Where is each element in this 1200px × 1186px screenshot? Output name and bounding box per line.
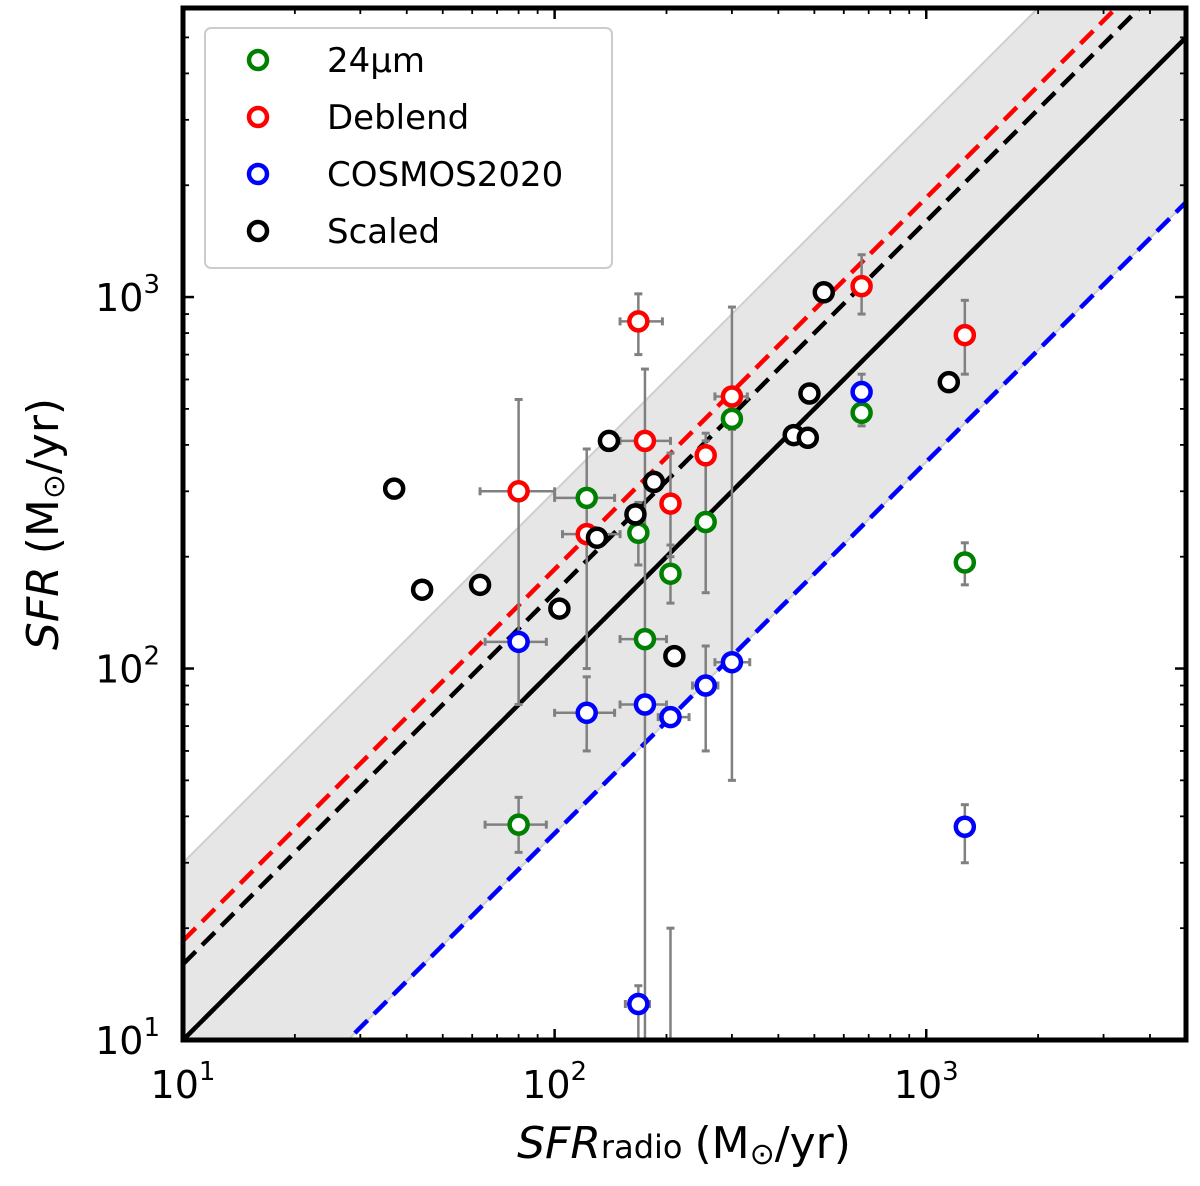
data-point: [953, 551, 977, 574]
data-point: [642, 470, 666, 494]
plot-frame: [180, 5, 1189, 1043]
data-point: [953, 323, 977, 347]
data-point: [627, 310, 650, 333]
legend-label: Scaled: [327, 212, 440, 252]
data-point: [720, 650, 744, 674]
y-axis-main: SFR: [18, 566, 69, 650]
fit-line: [183, 8, 1143, 966]
data-point: [410, 578, 434, 601]
data-point: [798, 382, 821, 405]
y-axis-unit-end: /yr): [18, 398, 69, 474]
data-point: [694, 510, 717, 534]
data-point: [850, 380, 873, 404]
data-point: [507, 813, 530, 836]
legend: 24µm Deblend COSMOS2020 Scaled: [204, 27, 613, 269]
x-axis-title: SFRradio (M⊙/yr): [517, 1118, 851, 1172]
data-point: [633, 693, 657, 716]
data-point: [663, 644, 686, 668]
data-point: [548, 597, 571, 620]
legend-box: [204, 27, 613, 269]
data-point: [659, 492, 682, 515]
data-point: [627, 521, 650, 545]
data-point: [720, 407, 744, 431]
y-tick-label: 103: [95, 270, 160, 320]
y-axis-sun: ⊙: [37, 474, 72, 499]
data-point: [575, 486, 598, 510]
data-point: [850, 401, 873, 425]
legend-marker: [246, 105, 270, 129]
y-tick-label: 101: [95, 1013, 160, 1063]
y-axis-unit: (M: [18, 499, 69, 554]
x-axis-main: SFR: [517, 1118, 601, 1169]
x-axis-unit: (M: [694, 1118, 749, 1169]
legend-marker: [246, 219, 270, 243]
data-point: [720, 385, 744, 408]
legend-marker: [246, 162, 270, 186]
x-tick-label: 101: [151, 1057, 216, 1107]
axis-ticks: 101 102 103 101 102 103: [95, 7, 1187, 1107]
data-point: [507, 630, 530, 654]
data-point: [575, 701, 598, 725]
data-point: [633, 627, 657, 651]
data-point: [812, 281, 836, 304]
legend-marker: [246, 48, 270, 72]
legend-label: 24µm: [327, 41, 425, 81]
fit-line: [344, 200, 1186, 1040]
data-point: [507, 480, 530, 503]
x-tick-label: 103: [894, 1057, 959, 1107]
data-point: [633, 429, 657, 453]
scatter-band: [183, 8, 1186, 1040]
data-point: [850, 274, 873, 298]
x-axis-sub: radio: [601, 1128, 683, 1166]
data-point: [953, 815, 977, 839]
data-point: [659, 562, 682, 585]
data-point: [937, 370, 961, 394]
one-to-one-line: [183, 35, 1186, 1040]
data-point: [694, 674, 717, 697]
data-points: [382, 274, 977, 1016]
y-axis-title: SFR (M⊙/yr): [18, 398, 72, 650]
data-point: [624, 503, 647, 526]
y-tick-label: 102: [95, 642, 160, 692]
data-point: [694, 444, 717, 467]
legend-label: COSMOS2020: [327, 155, 563, 195]
data-point: [585, 526, 609, 549]
data-point: [796, 426, 820, 450]
fit-line: [183, 8, 1120, 943]
data-point: [627, 992, 650, 1016]
legend-label: Deblend: [327, 98, 469, 138]
data-point: [468, 573, 492, 597]
x-axis-sun: ⊙: [750, 1137, 775, 1172]
x-tick-label: 102: [522, 1057, 587, 1107]
data-point: [597, 429, 621, 453]
plot-area: [183, 8, 1186, 1040]
data-point: [382, 477, 406, 500]
data-point: [659, 705, 682, 729]
x-axis-unit-end: /yr): [775, 1118, 851, 1169]
